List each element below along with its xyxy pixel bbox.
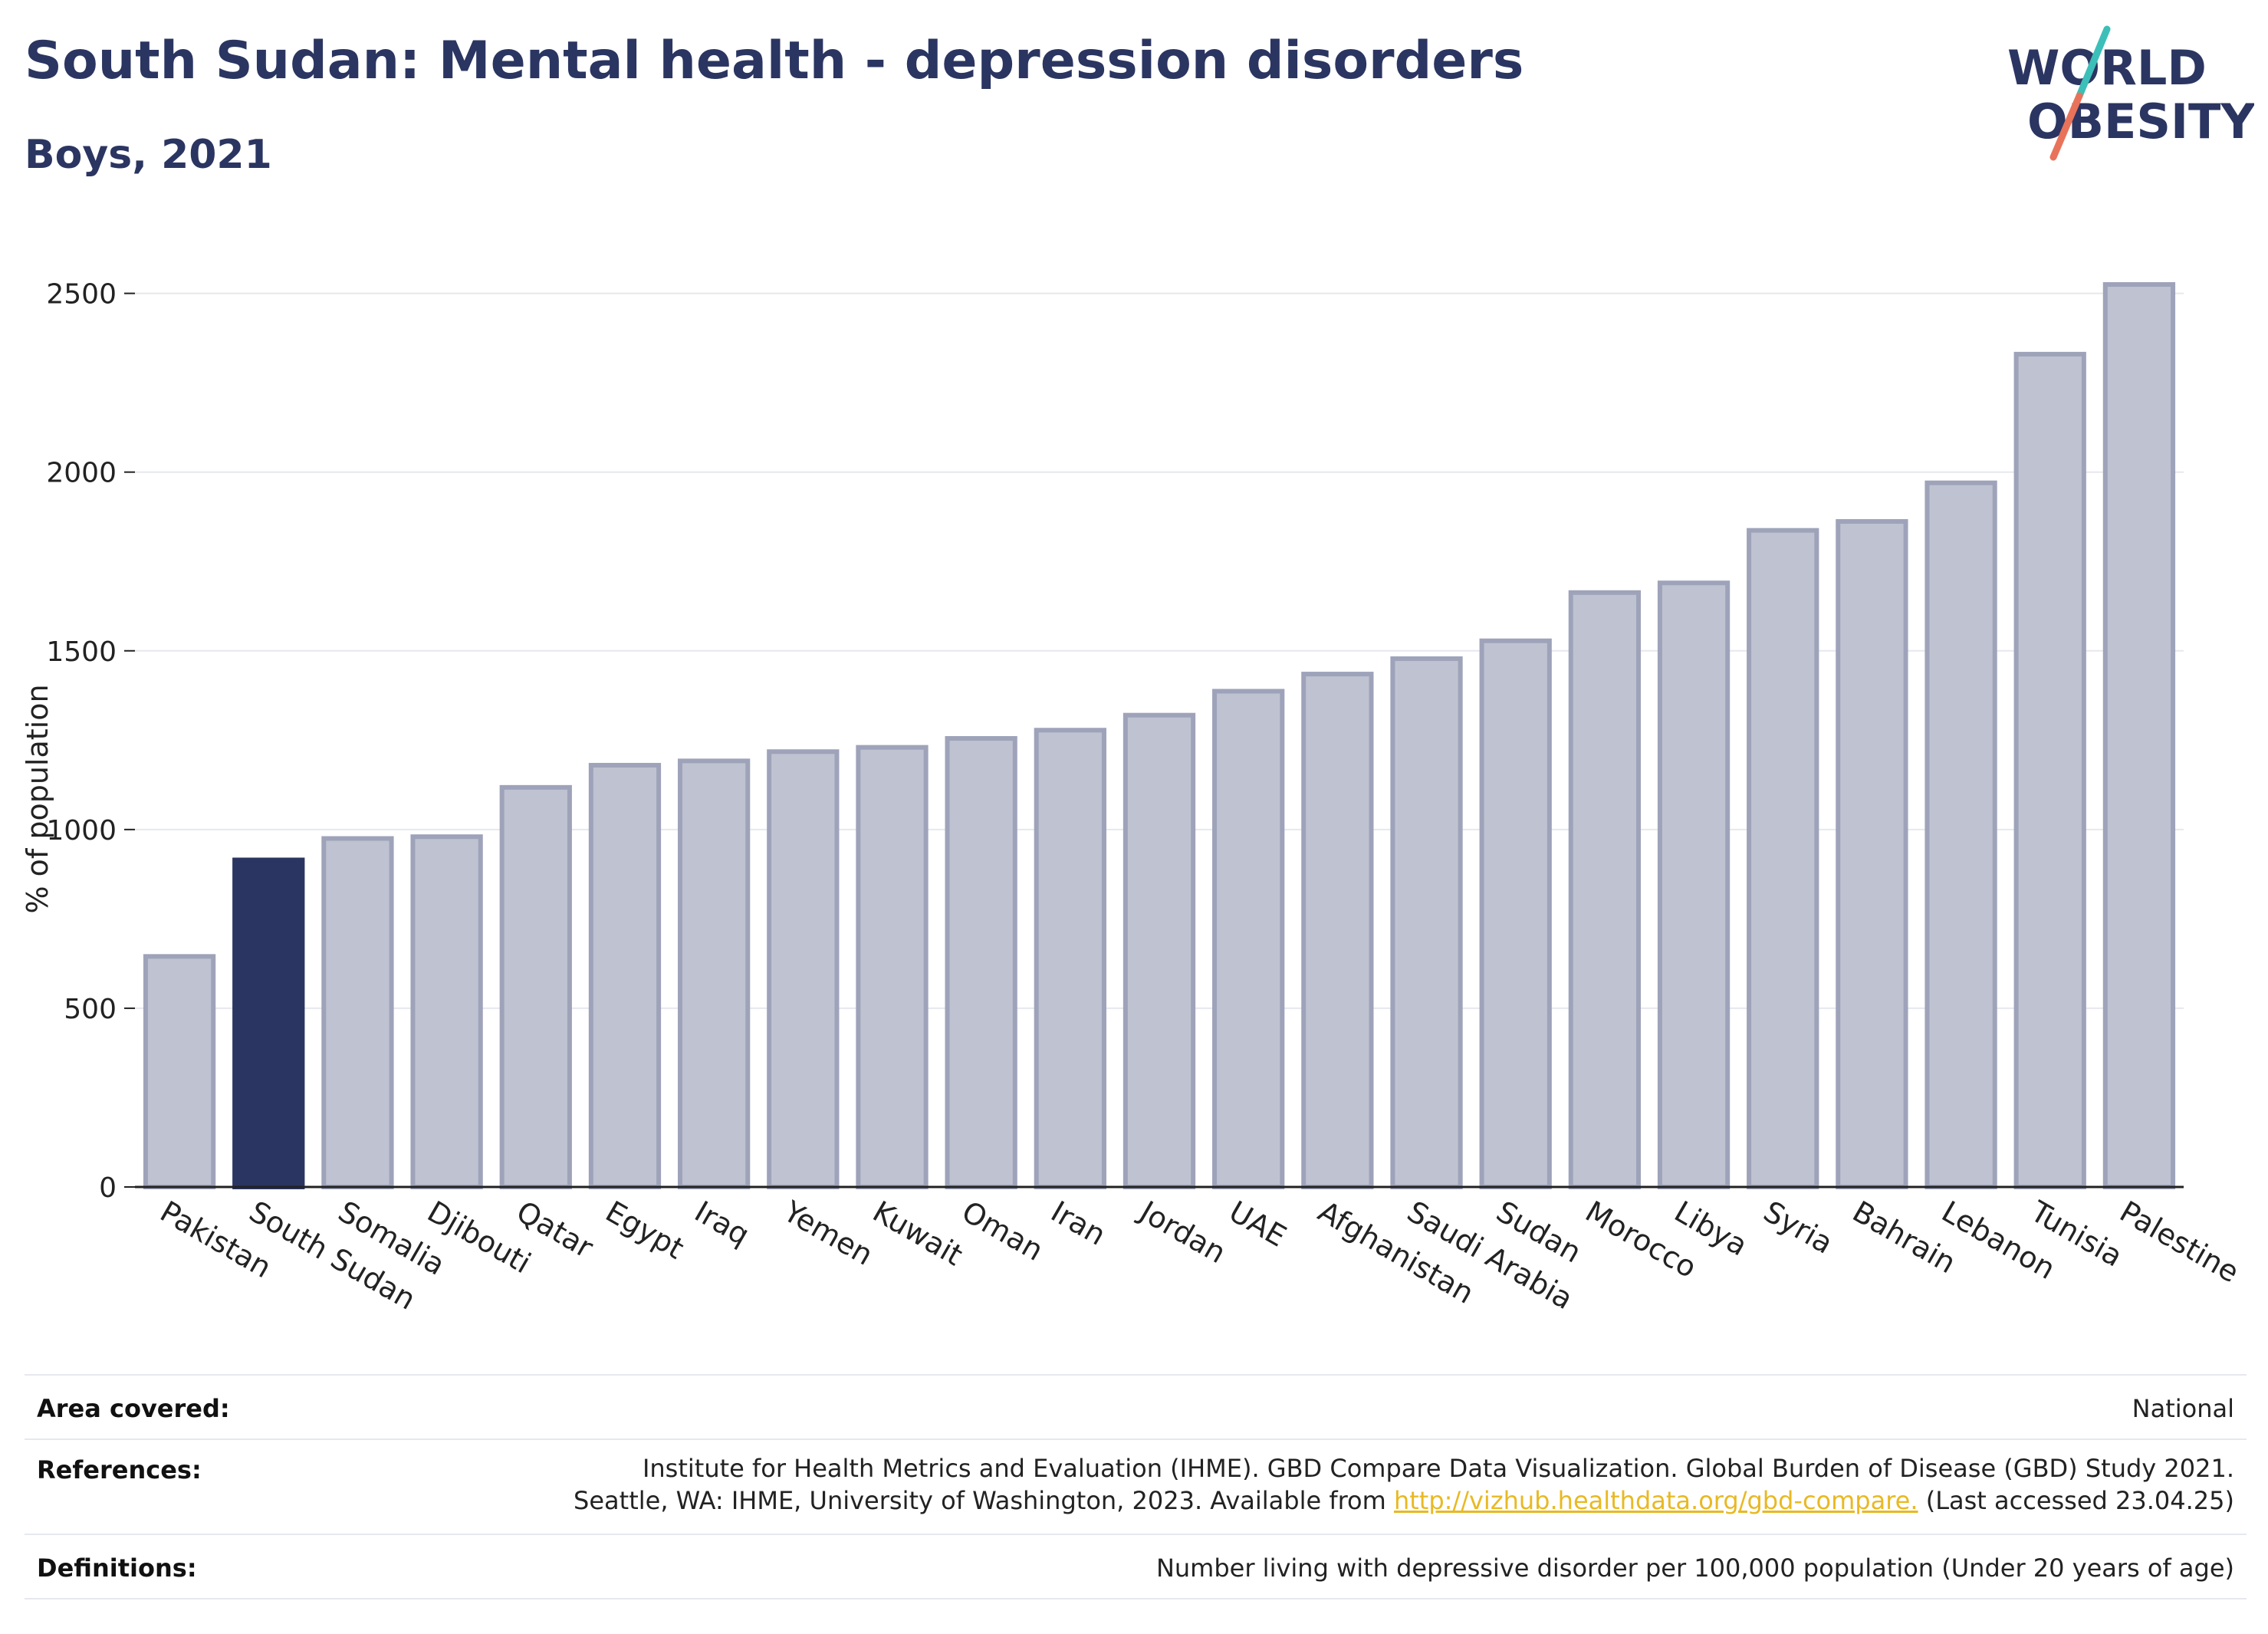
bar-oman bbox=[945, 735, 1017, 1189]
bar-lebanon bbox=[1925, 480, 1997, 1189]
logo-text-world: WORLD bbox=[2007, 40, 2207, 96]
x-tick-label: Bahrain bbox=[1847, 1195, 1961, 1281]
bar-djibouti bbox=[410, 834, 483, 1189]
x-tick-label: Oman bbox=[956, 1195, 1049, 1267]
bar-bahrain bbox=[1836, 519, 1908, 1189]
y-tick-label: 500 bbox=[64, 994, 117, 1025]
references-line1: Institute for Health Metrics and Evaluat… bbox=[642, 1454, 2234, 1483]
bar-iraq bbox=[677, 758, 751, 1189]
definitions-label: Definitions: bbox=[37, 1553, 197, 1583]
references-label: References: bbox=[37, 1455, 202, 1484]
y-tick-label: 1500 bbox=[46, 636, 117, 668]
bar-tunisia bbox=[2013, 351, 2086, 1189]
area-covered-label: Area covered: bbox=[37, 1394, 230, 1423]
bar-jordan bbox=[1122, 712, 1196, 1189]
y-axis-label: % of population bbox=[21, 684, 54, 913]
chart-subtitle: Boys, 2021 bbox=[25, 132, 272, 178]
info-row-references: References: Institute for Health Metrics… bbox=[25, 1438, 2247, 1535]
y-tick-label: 1000 bbox=[46, 815, 117, 847]
x-tick-label: Syria bbox=[1758, 1195, 1839, 1261]
bar-qatar bbox=[499, 784, 572, 1189]
y-tick-label: 0 bbox=[99, 1172, 117, 1204]
x-tick-label: Iran bbox=[1045, 1195, 1111, 1252]
world-obesity-logo: WORLD OBESITY bbox=[2007, 25, 2254, 161]
bar-sudan bbox=[1479, 638, 1552, 1189]
bar-libya bbox=[1657, 580, 1731, 1189]
references-text: Seattle, WA: IHME, University of Washing… bbox=[574, 1486, 1394, 1515]
info-table-bottom-border bbox=[25, 1598, 2247, 1599]
bar-somalia bbox=[321, 836, 394, 1189]
bar-south-sudan bbox=[232, 857, 305, 1189]
bar-saudi-arabia bbox=[1390, 656, 1463, 1189]
x-tick-label: Palestine bbox=[2114, 1195, 2244, 1290]
bar-syria bbox=[1747, 528, 1819, 1189]
bar-egypt bbox=[588, 762, 662, 1189]
bar-kuwait bbox=[856, 745, 929, 1189]
references-value: Institute for Health Metrics and Evaluat… bbox=[574, 1452, 2234, 1517]
chart-bars bbox=[143, 281, 2176, 1190]
bar-afghanistan bbox=[1301, 672, 1374, 1189]
y-tick-label: 2000 bbox=[46, 458, 117, 489]
y-axis-ticks: 0 500 1000 1500 2000 2500 bbox=[46, 279, 135, 1204]
bar-yemen bbox=[767, 749, 840, 1189]
logo-slash-coral bbox=[2049, 92, 2083, 161]
x-tick-label: Kuwait bbox=[867, 1195, 968, 1273]
references-link[interactable]: http://vizhub.healthdata.org/gbd-compare… bbox=[1393, 1486, 1918, 1515]
bar-uae bbox=[1212, 689, 1285, 1189]
x-tick-label: Yemen bbox=[777, 1194, 879, 1272]
y-tick-label: 2500 bbox=[46, 279, 117, 311]
area-covered-value: National bbox=[2132, 1394, 2234, 1423]
chart-title: South Sudan: Mental health - depression … bbox=[25, 31, 1524, 91]
bar-palestine bbox=[2102, 281, 2176, 1189]
bar-pakistan bbox=[143, 954, 216, 1190]
definitions-value: Number living with depressive disorder p… bbox=[1155, 1553, 2234, 1583]
bar-iran bbox=[1034, 728, 1106, 1189]
x-tick-label: Jordan bbox=[1133, 1194, 1231, 1271]
info-row-definitions: Definitions: Number living with depressi… bbox=[25, 1534, 2247, 1599]
references-line2: Seattle, WA: IHME, University of Washing… bbox=[574, 1484, 2234, 1517]
bar-morocco bbox=[1568, 590, 1642, 1189]
x-tick-label: Iraq bbox=[689, 1195, 755, 1252]
x-tick-label: Egypt bbox=[600, 1195, 689, 1266]
x-tick-label: UAE bbox=[1224, 1195, 1292, 1254]
info-row-area: Area covered: National bbox=[25, 1374, 2247, 1440]
references-accessed: (Last accessed 23.04.25) bbox=[1918, 1486, 2234, 1515]
logo-slash-teal bbox=[2076, 25, 2111, 100]
